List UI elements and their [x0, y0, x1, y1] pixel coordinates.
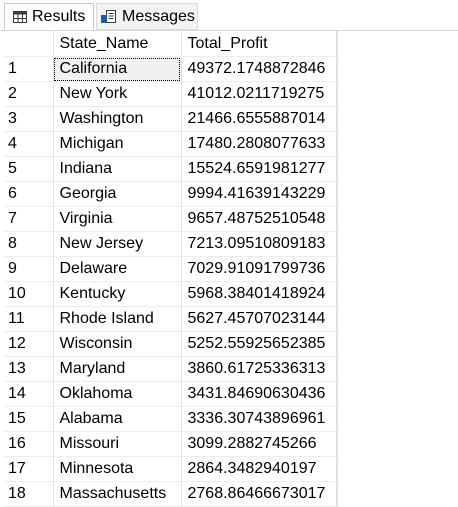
- row-number-cell[interactable]: 11: [4, 306, 54, 332]
- table-row[interactable]: 15 Alabama 3336.30743896961: [4, 406, 337, 432]
- row-number-cell[interactable]: 14: [4, 381, 54, 407]
- state-name-cell[interactable]: Indiana: [53, 156, 182, 182]
- table-row[interactable]: 7 Virginia 9657.48752510548: [4, 206, 337, 232]
- total-profit-cell[interactable]: 3336.30743896961: [181, 406, 337, 432]
- row-number-cell[interactable]: 1: [4, 56, 54, 82]
- total-profit-cell[interactable]: 5627.45707023144: [181, 306, 337, 332]
- total-profit-cell[interactable]: 17480.2808077633: [181, 131, 337, 157]
- state-name-cell[interactable]: Minnesota: [53, 456, 182, 482]
- total-profit-cell[interactable]: 5968.38401418924: [181, 281, 337, 307]
- row-number-header[interactable]: [4, 31, 54, 57]
- row-number-cell[interactable]: 7: [4, 206, 54, 232]
- table-row[interactable]: 5 Indiana 15524.6591981277: [4, 156, 337, 182]
- total-profit-cell[interactable]: 3099.2882745266: [181, 431, 337, 457]
- row-number-cell[interactable]: 6: [4, 181, 54, 207]
- total-profit-cell[interactable]: 9657.48752510548: [181, 206, 337, 232]
- state-name-cell[interactable]: Wisconsin: [53, 331, 182, 357]
- table-row[interactable]: 8 New Jersey 7213.09510809183: [4, 231, 337, 257]
- table-row[interactable]: 17 Minnesota 2864.3482940197: [4, 456, 337, 482]
- table-row[interactable]: 11 Rhode Island 5627.45707023144: [4, 306, 337, 332]
- row-number-cell[interactable]: 3: [4, 106, 54, 132]
- state-name-cell[interactable]: Washington: [53, 106, 182, 132]
- table-row[interactable]: 9 Delaware 7029.91091799736: [4, 256, 337, 282]
- row-number-cell[interactable]: 5: [4, 156, 54, 182]
- grid-header-row: State_Name Total_Profit: [4, 31, 337, 57]
- table-row[interactable]: 4 Michigan 17480.2808077633: [4, 131, 337, 157]
- total-profit-cell[interactable]: 15524.6591981277: [181, 156, 337, 182]
- table-row[interactable]: 16 Missouri 3099.2882745266: [4, 431, 337, 457]
- document-icon: [101, 9, 117, 24]
- tab-results[interactable]: Results: [4, 3, 94, 30]
- table-row[interactable]: 3 Washington 21466.6555887014: [4, 106, 337, 132]
- row-number-cell[interactable]: 12: [4, 331, 54, 357]
- table-row[interactable]: 14 Oklahoma 3431.84690630436: [4, 381, 337, 407]
- state-name-cell[interactable]: Oklahoma: [53, 381, 182, 407]
- table-row[interactable]: 10 Kentucky 5968.38401418924: [4, 281, 337, 307]
- column-header-state-name[interactable]: State_Name: [53, 31, 182, 57]
- total-profit-cell[interactable]: 7213.09510809183: [181, 231, 337, 257]
- tab-messages-label: Messages: [122, 7, 195, 25]
- state-name-cell[interactable]: Michigan: [53, 131, 182, 157]
- state-name-cell[interactable]: Virginia: [53, 206, 182, 232]
- row-number-cell[interactable]: 8: [4, 231, 54, 257]
- state-name-cell[interactable]: Rhode Island: [53, 306, 182, 332]
- total-profit-cell[interactable]: 41012.0211719275: [181, 81, 337, 107]
- row-number-cell[interactable]: 13: [4, 356, 54, 382]
- row-number-cell[interactable]: 18: [4, 481, 54, 507]
- total-profit-cell[interactable]: 3860.61725336313: [181, 356, 337, 382]
- grid-body: 1 California 49372.1748872846 2 New York 4101…: [4, 56, 337, 507]
- state-name-cell[interactable]: Delaware: [53, 256, 182, 282]
- state-name-cell[interactable]: Alabama: [53, 406, 182, 432]
- table-row[interactable]: 18 Massachusetts 2768.86466673017: [4, 481, 337, 507]
- row-number-cell[interactable]: 9: [4, 256, 54, 282]
- total-profit-cell[interactable]: 5252.55925652385: [181, 331, 337, 357]
- total-profit-cell[interactable]: 49372.1748872846: [181, 56, 337, 82]
- tab-messages[interactable]: Messages: [96, 3, 198, 30]
- row-number-cell[interactable]: 10: [4, 281, 54, 307]
- row-number-cell[interactable]: 4: [4, 131, 54, 157]
- column-header-total-profit[interactable]: Total_Profit: [181, 31, 337, 57]
- results-tab-strip: Results Messages: [0, 0, 458, 31]
- tab-strip-divider: [0, 30, 458, 31]
- row-number-cell[interactable]: 2: [4, 81, 54, 107]
- state-name-cell[interactable]: New York: [53, 81, 182, 107]
- state-name-cell[interactable]: Kentucky: [53, 281, 182, 307]
- table-row[interactable]: 6 Georgia 9994.41639143229: [4, 181, 337, 207]
- grid-right-border: [337, 31, 338, 507]
- total-profit-cell[interactable]: 2768.86466673017: [181, 481, 337, 507]
- total-profit-cell[interactable]: 2864.3482940197: [181, 456, 337, 482]
- total-profit-cell[interactable]: 21466.6555887014: [181, 106, 337, 132]
- state-name-cell[interactable]: New Jersey: [53, 231, 182, 257]
- state-name-cell[interactable]: Maryland: [53, 356, 182, 382]
- table-row[interactable]: 13 Maryland 3860.61725336313: [4, 356, 337, 382]
- total-profit-cell[interactable]: 7029.91091799736: [181, 256, 337, 282]
- state-name-cell[interactable]: Georgia: [53, 181, 182, 207]
- state-name-cell[interactable]: Massachusetts: [53, 481, 182, 507]
- tab-results-label: Results: [32, 7, 86, 25]
- grid-icon: [13, 10, 27, 23]
- total-profit-cell[interactable]: 9994.41639143229: [181, 181, 337, 207]
- state-name-cell[interactable]: California: [53, 56, 182, 82]
- row-number-cell[interactable]: 16: [4, 431, 54, 457]
- row-number-cell[interactable]: 17: [4, 456, 54, 482]
- total-profit-cell[interactable]: 3431.84690630436: [181, 381, 337, 407]
- table-row[interactable]: 2 New York 41012.0211719275: [4, 81, 337, 107]
- state-name-cell[interactable]: Missouri: [53, 431, 182, 457]
- results-grid[interactable]: State_Name Total_Profit 1 California 49372…: [4, 31, 337, 507]
- row-number-cell[interactable]: 15: [4, 406, 54, 432]
- table-row[interactable]: 1 California 49372.1748872846: [4, 56, 337, 82]
- table-row[interactable]: 12 Wisconsin 5252.55925652385: [4, 331, 337, 357]
